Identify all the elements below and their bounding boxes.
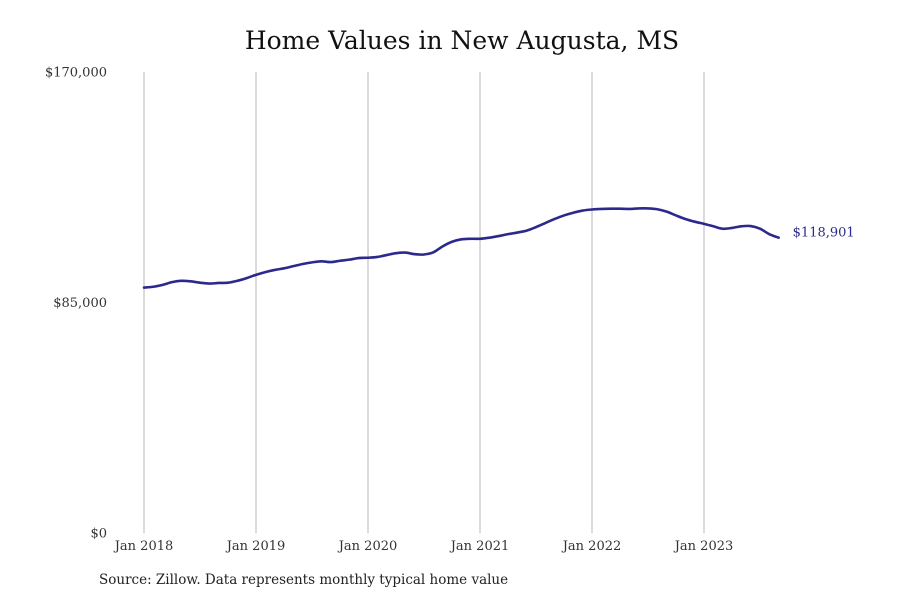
x-tick-label-5: Jan 2023 <box>673 539 734 554</box>
y-tick-label-0: $0 <box>90 527 107 542</box>
y-tick-label-2: $170,000 <box>45 66 107 81</box>
x-tick-label-3: Jan 2021 <box>449 539 510 554</box>
x-tick-label-4: Jan 2022 <box>561 539 622 554</box>
series-line <box>142 207 780 289</box>
end-value-label: $118,901 <box>793 226 855 241</box>
x-tick-label-0: Jan 2018 <box>113 539 174 554</box>
source-note: Source: Zillow. Data represents monthly … <box>99 572 509 588</box>
x-tick-label-2: Jan 2020 <box>337 539 398 554</box>
chart-title: Home Values in New Augusta, MS <box>244 26 680 55</box>
x-tick-label-1: Jan 2019 <box>225 539 286 554</box>
y-tick-label-1: $85,000 <box>53 296 107 311</box>
